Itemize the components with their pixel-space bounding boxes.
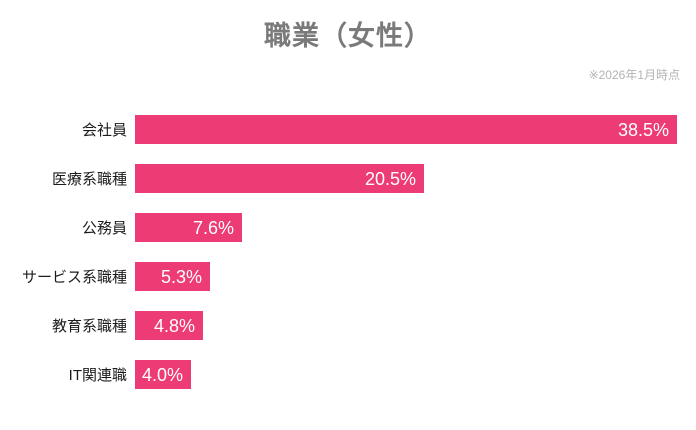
category-label: 公務員 [81, 220, 127, 238]
chart-note: ※2026年1月時点 [588, 68, 680, 83]
value-label: 4.0% [141, 364, 183, 385]
category-label: 会社員 [81, 122, 127, 140]
bar: 5.3% [135, 262, 210, 292]
value-label: 4.8% [153, 315, 195, 336]
bar-row: サービス系職種 5.3% [0, 262, 696, 292]
category-label: 医療系職種 [51, 171, 127, 189]
bar: 4.0% [135, 360, 191, 390]
value-label: 5.3% [160, 266, 202, 287]
bar-row: 医療系職種 20.5% [0, 164, 696, 194]
bar: 20.5% [135, 164, 424, 194]
category-label: 教育系職種 [51, 318, 127, 336]
value-label: 20.5% [364, 168, 416, 189]
category-label: IT関連職 [68, 367, 127, 385]
bar-row: 教育系職種 4.8% [0, 311, 696, 341]
bar: 4.8% [135, 311, 203, 341]
bar-row: 公務員 7.6% [0, 213, 696, 243]
category-label: サービス系職種 [21, 269, 127, 287]
bar-row: 会社員 38.5% [0, 115, 696, 145]
chart-title: 職業（女性） [264, 21, 432, 51]
bar: 38.5% [135, 115, 677, 145]
value-label: 38.5% [617, 119, 669, 140]
bar: 7.6% [135, 213, 242, 243]
value-label: 7.6% [192, 217, 234, 238]
bar-row: IT関連職 4.0% [0, 360, 696, 390]
bar-rows: 会社員 38.5% 医療系職種 20.5% 公務員 7.6% サービス系職種 5.3% 教育系職… [0, 115, 696, 390]
